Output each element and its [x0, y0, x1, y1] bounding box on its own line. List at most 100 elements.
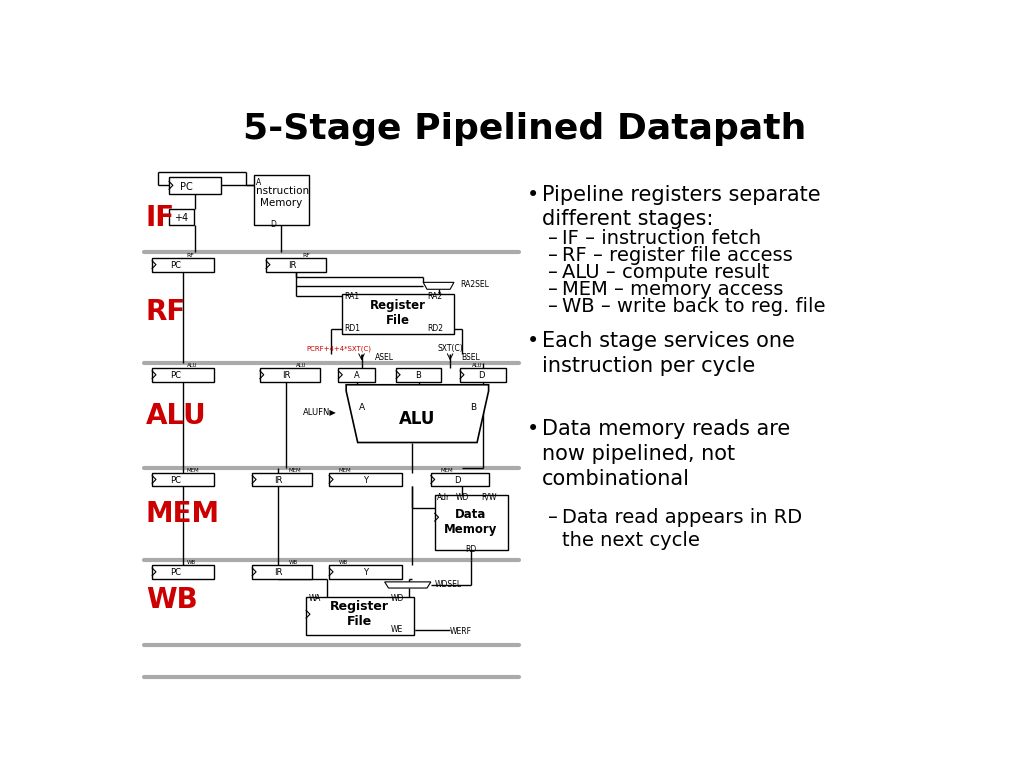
Text: 5-Stage Pipelined Datapath: 5-Stage Pipelined Datapath [243, 112, 807, 146]
Text: –: – [548, 229, 557, 248]
Polygon shape [346, 385, 488, 442]
Bar [153, 368, 214, 382]
Text: ALU: ALU [146, 402, 207, 429]
Text: RA2: RA2 [427, 292, 442, 301]
Text: RA2SEL: RA2SEL [460, 280, 489, 290]
Text: Instruction
Memory: Instruction Memory [253, 186, 309, 207]
Bar [266, 258, 326, 272]
Text: R/W: R/W [481, 493, 497, 502]
Text: IF: IF [146, 204, 175, 232]
Text: •: • [526, 331, 539, 351]
Text: RF: RF [146, 298, 186, 326]
Text: Adr: Adr [437, 493, 451, 502]
Text: B: B [416, 371, 422, 380]
Text: D: D [477, 371, 484, 380]
Text: RF: RF [302, 253, 310, 258]
Text: WDSEL: WDSEL [435, 581, 462, 590]
Bar [252, 565, 312, 579]
Text: PC: PC [170, 371, 180, 380]
Text: MEM: MEM [186, 468, 200, 472]
Text: SXT(C): SXT(C) [437, 344, 463, 353]
Text: A: A [256, 177, 261, 187]
Text: RF – register file access: RF – register file access [562, 247, 793, 265]
Text: PCRF+4+4*SXT(C): PCRF+4+4*SXT(C) [306, 346, 371, 352]
Text: D: D [270, 220, 275, 229]
Text: ALU: ALU [186, 362, 198, 368]
Text: WD: WD [456, 493, 469, 502]
Text: WERF: WERF [451, 627, 472, 636]
Bar [169, 209, 194, 224]
Text: BSEL: BSEL [462, 353, 480, 362]
Text: ALU – compute result: ALU – compute result [562, 263, 769, 282]
Bar [306, 597, 414, 635]
Text: +4: +4 [174, 213, 188, 223]
Text: WA: WA [309, 594, 322, 604]
Text: Pipeline registers separate
different stages:: Pipeline registers separate different st… [542, 184, 820, 230]
Text: IR: IR [282, 371, 290, 380]
Text: MEM: MEM [146, 500, 220, 528]
Text: MEM – memory access: MEM – memory access [562, 280, 783, 299]
Text: •: • [526, 419, 539, 439]
Bar [252, 472, 312, 486]
Bar [396, 368, 441, 382]
Text: –: – [548, 297, 557, 316]
Text: D: D [455, 475, 461, 485]
Bar [435, 495, 508, 551]
Text: WE: WE [391, 625, 403, 634]
Text: RA1: RA1 [345, 292, 359, 301]
Text: Y: Y [362, 475, 368, 485]
Text: RD1: RD1 [345, 324, 360, 333]
Text: MEM: MEM [289, 468, 301, 472]
Text: RD2: RD2 [427, 324, 443, 333]
Text: Register
File: Register File [370, 300, 426, 327]
Text: •: • [526, 184, 539, 204]
Text: PC: PC [170, 261, 180, 270]
Text: B: B [470, 403, 476, 412]
Bar [153, 472, 214, 486]
Text: IF – instruction fetch: IF – instruction fetch [562, 229, 761, 248]
Text: A: A [354, 371, 359, 380]
Bar [153, 565, 214, 579]
Text: Data
Memory: Data Memory [444, 508, 498, 536]
Bar [460, 368, 506, 382]
Text: IR: IR [274, 475, 283, 485]
Bar [330, 565, 402, 579]
Text: Data memory reads are
now pipelined, not
combinational: Data memory reads are now pipelined, not… [542, 419, 790, 489]
Text: PC: PC [170, 568, 180, 577]
Polygon shape [423, 283, 454, 290]
Text: –: – [548, 263, 557, 282]
Text: WB: WB [289, 560, 298, 565]
Text: Y: Y [362, 568, 368, 577]
Text: IR: IR [274, 568, 283, 577]
Text: Each stage services one
instruction per cycle: Each stage services one instruction per … [542, 331, 795, 376]
Text: ALU: ALU [398, 410, 435, 429]
Bar [339, 368, 376, 382]
Text: WB: WB [146, 586, 198, 614]
Bar [153, 258, 214, 272]
Text: ALUFN▶: ALUFN▶ [303, 407, 337, 416]
Text: RD: RD [465, 545, 476, 554]
Text: –: – [548, 280, 557, 299]
Text: WB: WB [339, 560, 347, 565]
Text: A: A [358, 403, 365, 412]
Text: WB: WB [186, 560, 196, 565]
Bar [169, 177, 221, 194]
Text: WB – write back to reg. file: WB – write back to reg. file [562, 297, 825, 316]
Text: Register
File: Register File [330, 601, 389, 628]
Bar [342, 294, 454, 334]
Text: WD: WD [391, 594, 404, 604]
Text: MEM: MEM [339, 468, 351, 472]
Text: IR: IR [288, 261, 296, 270]
Polygon shape [385, 582, 431, 588]
Text: –: – [548, 508, 557, 527]
Text: MEM: MEM [440, 468, 453, 472]
Text: –: – [548, 247, 557, 265]
Bar [254, 175, 309, 225]
Text: ALU: ALU [472, 362, 482, 368]
Text: RF: RF [186, 253, 195, 258]
Bar [260, 368, 319, 382]
Text: ASEL: ASEL [376, 353, 394, 362]
Text: PC: PC [179, 182, 193, 192]
Text: ALU: ALU [296, 362, 306, 368]
Bar [431, 472, 488, 486]
